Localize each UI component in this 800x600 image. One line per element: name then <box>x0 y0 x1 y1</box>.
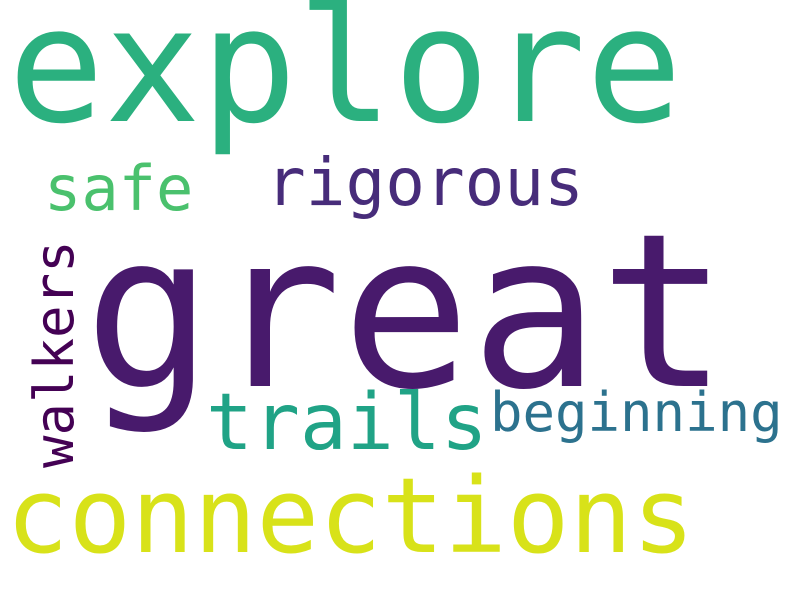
word-explore: explore <box>8 0 683 159</box>
word-walkers: walkers <box>23 240 86 468</box>
word-safe: safe <box>44 152 194 225</box>
word-trails: trails <box>206 378 488 468</box>
word-great: great <box>84 188 729 437</box>
word-connections: connections <box>6 455 695 577</box>
word-rigorous: rigorous <box>266 144 584 221</box>
word-beginning: beginning <box>490 381 783 444</box>
